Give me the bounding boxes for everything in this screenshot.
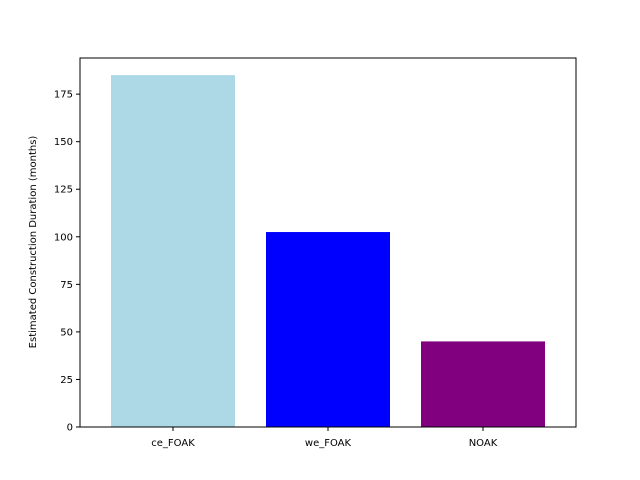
y-tick-label: 150	[54, 137, 73, 148]
x-tick-label: we_FOAK	[305, 438, 352, 449]
y-tick-label: 125	[54, 185, 73, 196]
x-tick-label: ce_FOAK	[151, 438, 195, 449]
y-tick-label: 175	[54, 90, 73, 101]
y-tick-label: 75	[60, 280, 73, 291]
y-axis-label: Estimated Construction Duration (months)	[28, 136, 39, 349]
x-tick-label: NOAK	[469, 438, 498, 449]
y-tick-label: 0	[67, 423, 73, 434]
plot-frame	[79, 57, 577, 428]
x-axis: ce_FOAK we_FOAK NOAK	[151, 427, 498, 449]
y-tick-label: 100	[54, 232, 73, 243]
y-tick-label: 25	[60, 375, 73, 386]
y-tick-label: 50	[60, 327, 73, 338]
bars-group	[111, 75, 545, 427]
bar-ce_FOAK	[111, 75, 235, 427]
y-axis: 0 25 50 75 100 125 150 175	[54, 90, 80, 434]
bar-we_FOAK	[266, 232, 390, 427]
bar-NOAK	[421, 341, 545, 427]
